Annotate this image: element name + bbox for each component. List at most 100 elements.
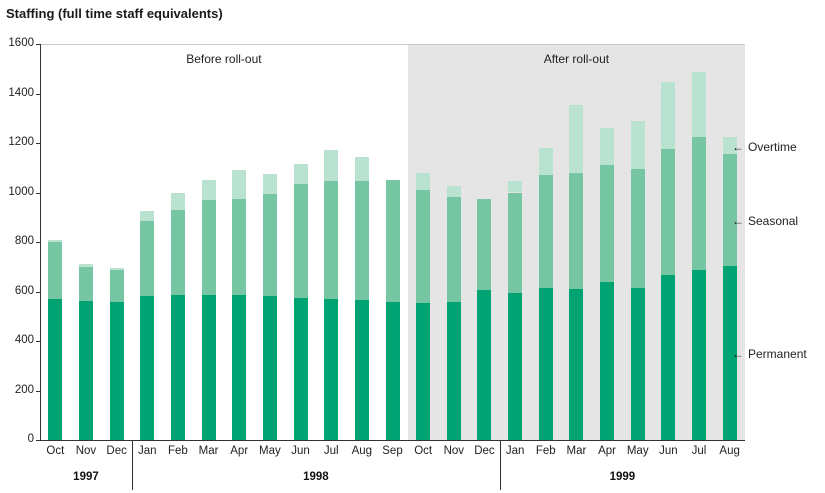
y-axis-label: 400 (14, 334, 34, 346)
bar-segment-seasonal (48, 242, 63, 299)
bar-segment-seasonal (170, 209, 185, 296)
y-axis-tick (36, 390, 40, 392)
y-axis-tick (36, 440, 40, 441)
x-axis-month-label: Mar (566, 445, 587, 457)
bar-segment-overtime (569, 104, 584, 173)
y-axis-tick (36, 192, 40, 194)
y-axis-label: 1600 (8, 37, 34, 49)
bar-segment-permanent (722, 265, 737, 440)
y-axis-label: 600 (14, 284, 34, 297)
region-label-after: After roll-out (543, 52, 610, 66)
bar-segment-permanent (477, 290, 492, 440)
bar-segment-permanent (140, 296, 155, 440)
bar-segment-overtime (722, 136, 737, 155)
bar-segment-seasonal (109, 270, 124, 302)
bar-segment-seasonal (262, 193, 277, 297)
x-axis-month-label: Oct (46, 445, 65, 457)
bar-segment-overtime (692, 72, 707, 137)
bar-segment-permanent (692, 270, 707, 440)
x-axis-month-label: Dec (106, 445, 127, 457)
y-axis-label: 0 (27, 433, 34, 445)
bar-segment-permanent (508, 292, 523, 440)
bar-segment-permanent (630, 287, 645, 440)
bar-segment-permanent (78, 301, 93, 440)
bar-segment-overtime (170, 192, 185, 210)
x-axis-month-label: Jul (323, 445, 339, 457)
y-axis-label: 1400 (8, 86, 34, 99)
year-label: 1997 (73, 471, 99, 483)
x-axis-month-label: Jun (291, 445, 310, 457)
bar-segment-permanent (293, 297, 308, 440)
bar-segment-seasonal (232, 198, 247, 296)
x-axis-month-label: Jan (505, 445, 525, 457)
bar-segment-permanent (600, 281, 615, 440)
bar-segment-seasonal (293, 183, 308, 298)
y-axis-label: 800 (14, 235, 34, 247)
bar-segment-overtime (324, 150, 339, 182)
y-axis-tick (36, 242, 40, 243)
series-annotation-seasonal: ← Seasonal (732, 214, 798, 228)
left-arrow-icon: ← (732, 346, 744, 361)
bar-segment-overtime (630, 120, 645, 169)
bar-segment-permanent (538, 287, 553, 440)
bar-segment-permanent (324, 298, 339, 440)
bar-segment-seasonal (600, 165, 615, 282)
left-arrow-icon: ← (732, 139, 744, 154)
x-axis-month-label: Apr (598, 445, 616, 457)
year-separator-line (499, 440, 501, 490)
bar-segment-seasonal (416, 190, 431, 304)
x-axis-month-label: Mar (198, 445, 219, 457)
y-axis-line (40, 44, 41, 440)
x-axis-month-label: Sep (382, 445, 403, 457)
y-axis-tick (36, 44, 40, 45)
bar-segment-overtime (262, 173, 277, 194)
bar-segment-seasonal (201, 199, 216, 296)
x-axis-month-label: May (626, 445, 649, 457)
series-annotation-label: Permanent (748, 346, 807, 361)
bar-segment-seasonal (78, 266, 93, 302)
bar-segment-permanent (385, 301, 400, 440)
x-axis-month-label: Apr (230, 445, 249, 457)
x-axis-month-label: Oct (414, 445, 433, 457)
bar-segment-seasonal (140, 220, 155, 297)
series-annotation-label: Seasonal (748, 214, 799, 229)
plot-top-border (40, 44, 745, 45)
bar-segment-permanent (446, 302, 461, 440)
bar-segment-overtime (78, 264, 93, 267)
x-axis-line (40, 440, 745, 441)
year-separator-line (131, 440, 133, 490)
bar-segment-seasonal (661, 149, 676, 276)
x-axis-month-label: Dec (474, 445, 495, 457)
region-label-before: Before roll-out (186, 52, 262, 66)
y-axis-label: 1200 (8, 136, 34, 148)
y-axis-tick (36, 93, 40, 95)
x-axis-month-label: May (259, 445, 281, 457)
year-label: 1999 (609, 471, 636, 483)
y-axis-label: 200 (14, 383, 34, 396)
bar-segment-overtime (232, 170, 247, 199)
bar-segment-overtime (538, 147, 553, 176)
bar-segment-seasonal (722, 154, 737, 266)
y-axis-tick (36, 291, 40, 293)
bar-segment-permanent (48, 298, 63, 440)
bar-segment-seasonal (692, 136, 707, 271)
series-annotation-overtime: ← Overtime (732, 140, 797, 154)
bar-segment-seasonal (446, 197, 461, 303)
bar-segment-seasonal (630, 168, 645, 288)
bar-segment-overtime (600, 128, 615, 166)
bar-segment-permanent (170, 295, 185, 440)
bar-segment-permanent (109, 301, 124, 440)
bar-segment-overtime (109, 267, 124, 271)
bar-segment-permanent (569, 289, 584, 440)
bar-segment-overtime (446, 186, 461, 198)
bar-segment-permanent (262, 296, 277, 440)
x-axis-month-label: Jul (691, 445, 707, 457)
left-arrow-icon: ← (732, 214, 744, 229)
bar-segment-seasonal (354, 181, 369, 301)
bar-segment-overtime (201, 180, 216, 200)
x-axis-month-label: Feb (535, 445, 556, 457)
x-axis-month-label: Feb (168, 445, 188, 457)
series-annotation-permanent: ← Permanent (732, 347, 807, 361)
